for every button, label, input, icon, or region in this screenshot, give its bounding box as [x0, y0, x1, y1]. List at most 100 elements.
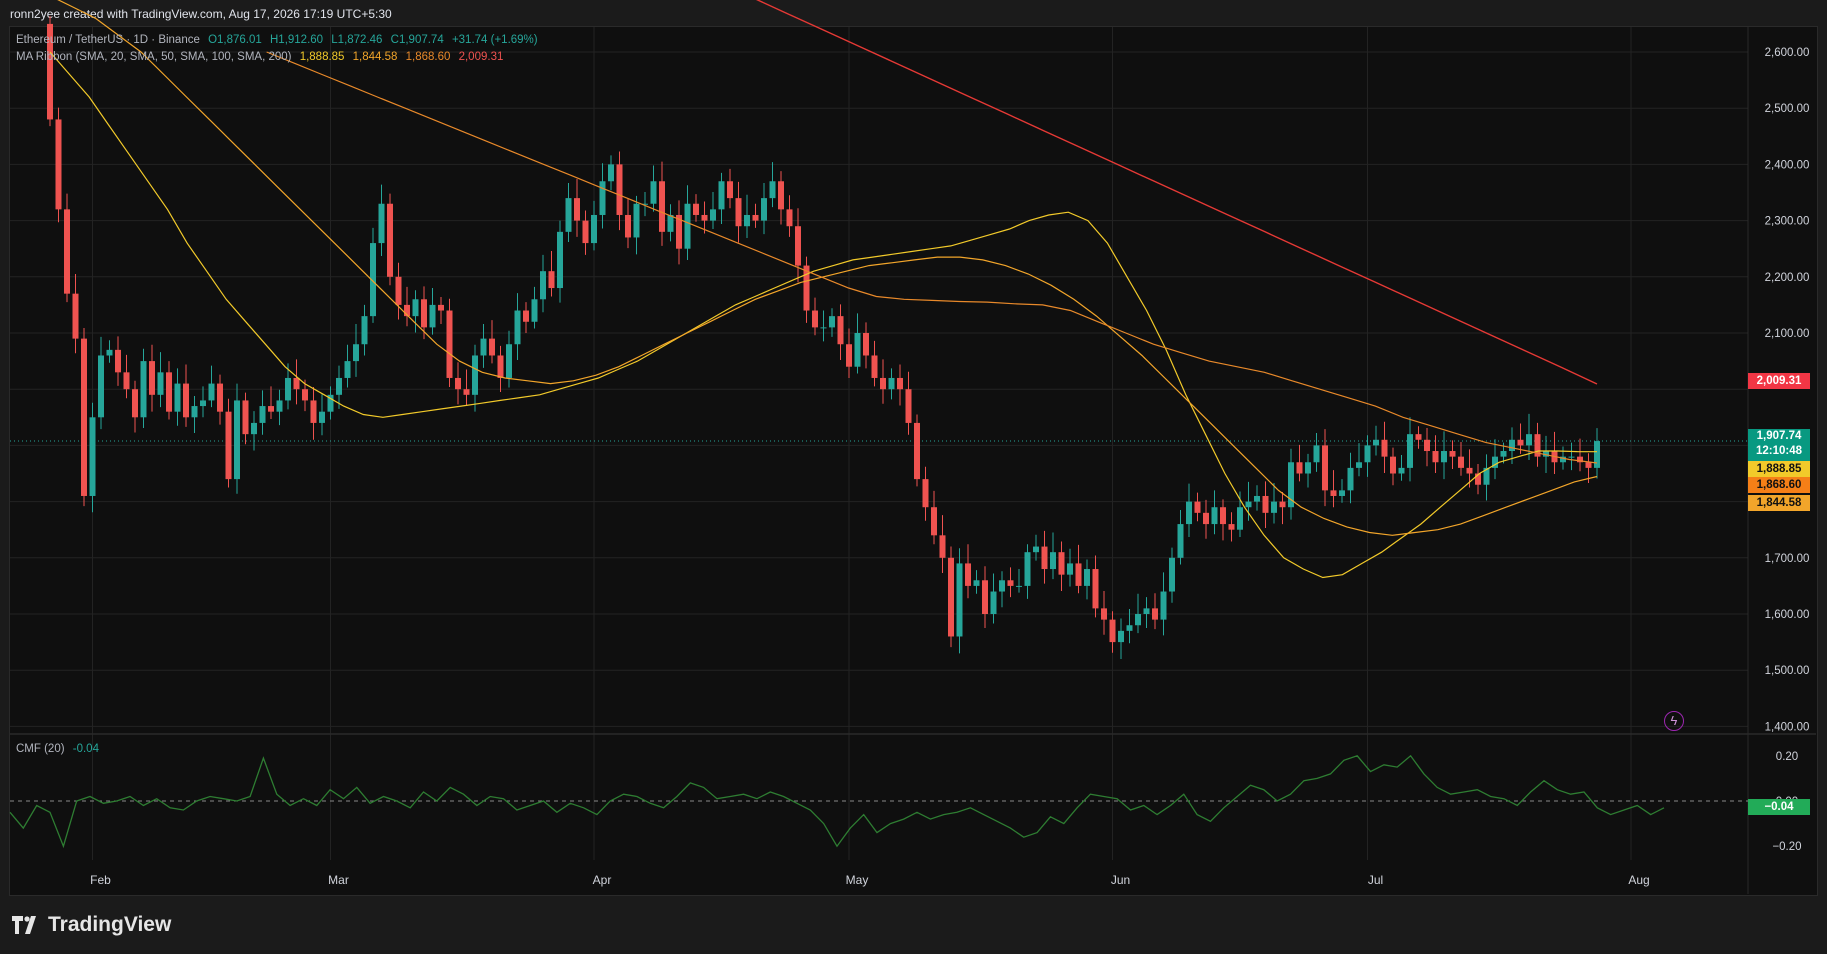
lightning-icon[interactable]: ϟ — [1664, 711, 1684, 731]
candle-up — [1271, 501, 1277, 513]
candle-down — [659, 181, 665, 232]
candle-up — [999, 580, 1005, 592]
candle-up — [191, 406, 198, 418]
candle-down — [463, 389, 470, 395]
candle-down — [1220, 507, 1226, 525]
price-tick-label: 2,500.00 — [1765, 103, 1810, 115]
candle-down — [939, 535, 946, 558]
candle-down — [676, 214, 682, 249]
ma50-price-tag: 1,844.58 — [1748, 495, 1810, 511]
candle-up — [429, 304, 436, 328]
candle-down — [1058, 552, 1065, 575]
candle-up — [353, 344, 359, 362]
ma20-line — [49, 51, 1598, 579]
candle-down — [922, 479, 929, 508]
candle-down — [914, 422, 920, 480]
high-value: H1,912.60 — [270, 34, 324, 46]
candle-down — [81, 338, 87, 496]
price-tick-label: 2,600.00 — [1765, 47, 1810, 59]
change-value: +31.74 (+1.69%) — [451, 34, 538, 46]
candle-down — [1203, 512, 1209, 525]
candle-up — [829, 316, 835, 328]
candle-down — [404, 304, 410, 317]
tradingview-logo[interactable]: TradingView — [12, 913, 171, 937]
candle-down — [701, 214, 708, 221]
candle-down — [1585, 462, 1592, 468]
candle-down — [1041, 546, 1048, 570]
candle-down — [489, 338, 495, 356]
time-tick-label: Mar — [328, 873, 349, 887]
candle-down — [302, 389, 308, 401]
price-tick-label: 1,500.00 — [1765, 665, 1810, 677]
candle-down — [982, 580, 988, 614]
candle-down — [149, 361, 155, 395]
candle-down — [123, 372, 130, 390]
candle-down — [421, 299, 427, 328]
candle-up — [633, 203, 640, 238]
candle-down — [1330, 490, 1337, 496]
cmf-label: CMF (20) — [16, 743, 65, 755]
candle-down — [625, 214, 631, 238]
ma100-line — [266, 51, 1598, 464]
grid-layer — [10, 27, 1816, 894]
candle-up — [1050, 552, 1056, 570]
candle-down — [395, 276, 402, 305]
candle-down — [1432, 451, 1439, 463]
candle-up — [1364, 445, 1371, 463]
low-value: L1,872.46 — [331, 34, 383, 46]
candle-down — [1381, 439, 1388, 457]
candle-down — [1296, 462, 1303, 474]
candle-down — [1577, 456, 1583, 463]
last-price-tag: 1,907.74 12:10:48 — [1748, 429, 1810, 461]
brand-name: TradingView — [48, 913, 172, 936]
candle-up — [1169, 557, 1175, 592]
cmf-pane — [9, 754, 1748, 849]
price-tick-label: 2,400.00 — [1765, 159, 1810, 171]
candle-down — [225, 411, 232, 480]
candle-up — [200, 400, 206, 407]
candle-up — [1245, 501, 1252, 508]
candle-down — [64, 209, 70, 294]
candle-down — [1228, 524, 1235, 530]
candle-up — [1237, 507, 1243, 530]
candle-down — [548, 271, 555, 289]
ma-ribbon-legend[interactable]: MA Ribbon (SMA, 20, SMA, 50, SMA, 100, S… — [16, 51, 508, 63]
candle-up — [1560, 456, 1566, 463]
candle-up — [1288, 462, 1294, 508]
candle-up — [89, 417, 96, 496]
candle-up — [1500, 451, 1507, 457]
time-tick-label: Apr — [593, 873, 612, 887]
candle-up — [1016, 585, 1022, 587]
candle-down — [778, 181, 784, 210]
chart-frame[interactable] — [9, 26, 1818, 896]
candle-up — [208, 383, 215, 401]
candle-down — [242, 400, 249, 435]
candle-up — [1568, 456, 1575, 458]
candle-up — [1254, 495, 1260, 502]
candle-down — [183, 383, 189, 418]
candle-down — [55, 119, 62, 210]
time-tick-label: Jun — [1111, 873, 1130, 887]
candle-up — [285, 377, 291, 401]
cmf-legend[interactable]: CMF (20) -0.04 — [16, 743, 104, 755]
ma100-price-tag: 1,868.60 — [1748, 477, 1810, 493]
candle-down — [1534, 434, 1541, 457]
candle-up — [344, 361, 351, 378]
candle-up — [718, 181, 725, 210]
candle-up — [174, 383, 181, 412]
candle-down — [846, 344, 852, 367]
ma50-line — [57, 0, 1598, 536]
symbol-legend[interactable]: Ethereum / TetherUS · 1D · Binance O1,87… — [16, 34, 543, 46]
candle-up — [98, 355, 104, 418]
candle-down — [1262, 495, 1269, 513]
candle-down — [1517, 439, 1524, 446]
symbol-title: Ethereum / TetherUS · 1D · Binance — [16, 34, 200, 46]
candle-up — [1356, 462, 1362, 468]
candle-up — [990, 591, 997, 614]
candle-down — [132, 389, 138, 418]
candle-down — [268, 406, 274, 412]
candle-up — [361, 316, 368, 345]
candle-up — [319, 411, 325, 423]
candle-up — [1067, 563, 1073, 575]
